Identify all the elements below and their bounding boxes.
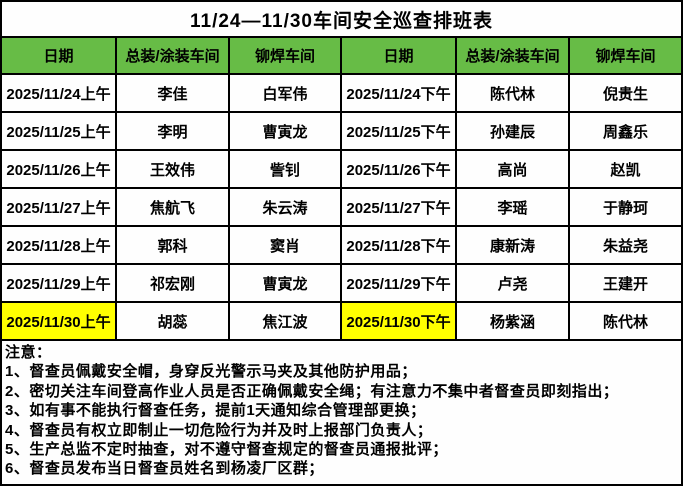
note-line: 2、密切关注车间登高作业人员是否正确佩戴安全绳；有注意力不集中者督查员即刻指出；: [5, 382, 619, 400]
inspector-cell: 朱益尧: [568, 225, 681, 265]
column-header: 总装/涂装车间: [455, 38, 570, 75]
inspector-cell: 王效伟: [115, 149, 230, 189]
schedule-table: 日期 总装/涂装车间 铆焊车间 日期 总装/涂装车间 铆焊车间 2025/11/24上午李…: [2, 38, 681, 341]
inspector-cell: 陈代林: [568, 301, 681, 341]
inspector-cell: 王建开: [568, 263, 681, 303]
inspector-cell: 祁宏刚: [115, 263, 230, 303]
inspector-cell: 杨紫涵: [455, 301, 570, 341]
inspector-cell: 朱云涛: [228, 187, 342, 227]
note-line: 5、生产总监不定时抽查，对不遵守督查规定的督查员通报批评；: [5, 441, 448, 459]
date-cell: 2025/11/29下午: [340, 263, 457, 303]
table-row: 2025/11/28上午 郭科 窦肖 2025/11/28下午 康新涛 朱益尧: [2, 225, 681, 265]
date-cell: 2025/11/28上午: [2, 225, 117, 265]
date-cell: 2025/11/25下午: [340, 111, 457, 151]
note-line: 1、督查员佩戴安全帽，身穿反光警示马夹及其他防护用品；: [5, 363, 417, 381]
inspector-cell: 李明: [115, 111, 230, 151]
inspector-cell: 周鑫乐: [568, 111, 681, 151]
note-line: 6、督查员发布当日督查员姓名到杨凌厂区群；: [5, 460, 324, 478]
date-cell: 2025/11/30上午: [2, 301, 117, 341]
header-row: 日期 总装/涂装车间 铆焊车间 日期 总装/涂装车间 铆焊车间: [2, 38, 681, 75]
table-row: 2025/11/29上午 祁宏刚 曹寅龙 2025/11/29下午 卢尧 王建开: [2, 263, 681, 303]
date-cell: 2025/11/27上午: [2, 187, 117, 227]
date-cell: 2025/11/29上午: [2, 263, 117, 303]
inspector-cell: 白军伟: [228, 73, 342, 113]
inspector-cell: 孙建辰: [455, 111, 570, 151]
inspector-cell: 胡蕊: [115, 301, 230, 341]
date-cell: 2025/11/27下午: [340, 187, 457, 227]
column-header: 日期: [340, 38, 457, 75]
table-row: 2025/11/30上午 胡蕊 焦江波 2025/11/30下午 杨紫涵 陈代林: [2, 301, 681, 341]
date-cell: 2025/11/25上午: [2, 111, 117, 151]
inspector-cell: 窦肖: [228, 225, 342, 265]
inspector-cell: 曹寅龙: [228, 111, 342, 151]
date-cell: 2025/11/30下午: [340, 301, 457, 341]
table-row: 2025/11/24上午 李佳 白军伟 2025/11/24下午 陈代林 倪贵生: [2, 73, 681, 113]
notes-heading: 注意：: [5, 344, 52, 361]
date-cell: 2025/11/24上午: [2, 73, 117, 113]
inspector-cell: 高尚: [455, 149, 570, 189]
date-cell: 2025/11/26上午: [2, 149, 117, 189]
inspector-cell: 陈代林: [455, 73, 570, 113]
notes-section: 注意： 1、督查员佩戴安全帽，身穿反光警示马夹及其他防护用品； 2、密切关注车间登…: [2, 341, 681, 484]
date-cell: 2025/11/24下午: [340, 73, 457, 113]
inspector-cell: 郭科: [115, 225, 230, 265]
inspector-cell: 赵凯: [568, 149, 681, 189]
inspector-cell: 李瑶: [455, 187, 570, 227]
table-row: 2025/11/27上午 焦航飞 朱云涛 2025/11/27下午 李瑶 于静珂: [2, 187, 681, 227]
table-row: 2025/11/26上午 王效伟 訾钊 2025/11/26下午 高尚 赵凯: [2, 149, 681, 189]
inspector-cell: 于静珂: [568, 187, 681, 227]
date-cell: 2025/11/28下午: [340, 225, 457, 265]
note-line: 4、督查员有权立即制止一切危险行为并及时上报部门负责人；: [5, 421, 433, 439]
date-cell: 2025/11/26下午: [340, 149, 457, 189]
inspector-cell: 李佳: [115, 73, 230, 113]
column-header: 铆焊车间: [228, 38, 342, 75]
inspector-cell: 訾钊: [228, 149, 342, 189]
inspector-cell: 倪贵生: [568, 73, 681, 113]
inspector-cell: 曹寅龙: [228, 263, 342, 303]
column-header: 日期: [2, 38, 117, 75]
page-title: 11/24—11/30车间安全巡查排班表: [2, 2, 681, 38]
inspector-cell: 康新涛: [455, 225, 570, 265]
note-line: 3、如有事不能执行督查任务，提前1天通知综合管理部更换；: [5, 402, 426, 420]
table-row: 2025/11/25上午 李明 曹寅龙 2025/11/25下午 孙建辰 周鑫乐: [2, 111, 681, 151]
column-header: 铆焊车间: [568, 38, 681, 75]
inspector-cell: 卢尧: [455, 263, 570, 303]
inspector-cell: 焦航飞: [115, 187, 230, 227]
inspector-cell: 焦江波: [228, 301, 342, 341]
column-header: 总装/涂装车间: [115, 38, 230, 75]
